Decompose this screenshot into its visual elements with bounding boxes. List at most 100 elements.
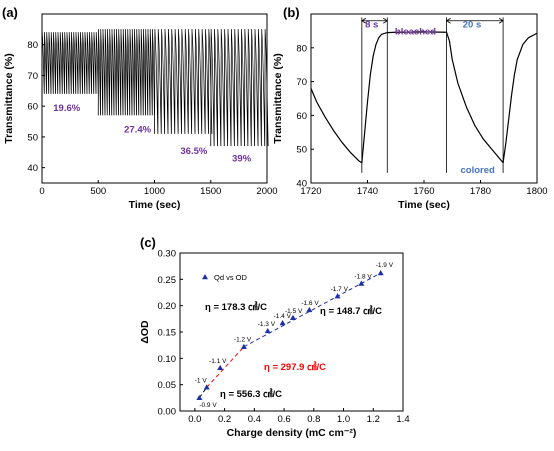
- panel-a-x-axis-label: Time (sec): [129, 199, 181, 211]
- panel-label-b: (b): [283, 5, 300, 20]
- y-tick-label: 0.25: [158, 275, 177, 286]
- efficiency-annotation: η = 297.9 ㎠/C: [264, 361, 326, 373]
- x-tick-label: 1.2: [367, 414, 380, 425]
- x-tick-label: 0.6: [277, 414, 290, 425]
- point-voltage-label: -1.8 V: [354, 274, 372, 281]
- annotation-color-time: 20 s: [463, 20, 482, 31]
- panel-a-y-axis-label: Transmittance (%): [3, 53, 15, 143]
- y-tick-label: 50: [27, 132, 38, 143]
- trace-segment-2: [97, 28, 155, 116]
- point-voltage-label: -1.4 V: [274, 313, 292, 320]
- panel-a: 0 500 1000 1500 2000 40 50 60 70 80 19.6% 27.4% 36.…: [3, 13, 278, 211]
- annotation-colored: colored: [461, 165, 496, 176]
- point-voltage-label: -1 V: [195, 377, 208, 384]
- point-voltage-label: -1.1 V: [209, 358, 227, 365]
- annotation-contrast: 19.6%: [53, 103, 80, 114]
- panel-label-c: (c): [140, 235, 156, 250]
- x-tick-label: 0.4: [248, 414, 261, 425]
- data-point: [358, 280, 365, 286]
- y-tick-label: 0.10: [158, 354, 177, 365]
- panel-label-a: (a): [2, 5, 18, 20]
- panel-b-trace: [310, 31, 538, 164]
- y-tick-label: 0.15: [158, 328, 177, 339]
- x-tick-label: 500: [90, 186, 106, 197]
- data-point: [334, 293, 341, 299]
- data-point: [196, 394, 203, 401]
- panel-b-annotations: 8 s bleached 20 s colored: [361, 17, 504, 176]
- data-point: [264, 327, 271, 334]
- panel-b-x-axis-label: Time (sec): [398, 199, 450, 211]
- panel-c: -0.9 V -1 V -1.1 V -1.2 V -1.3 V-1.4 V-1.5 V…: [139, 249, 410, 440]
- x-tick-label: 1780: [470, 186, 491, 197]
- x-tick-label: 0.2: [218, 414, 231, 425]
- panel-c-annotations: η = 178.3 ㎠/C η = 148.7 ㎠/C η = 297.9 ㎠/C η…: [205, 301, 382, 400]
- panel-a-axes: 0 500 1000 1500 2000 40 50 60 70 80: [27, 13, 278, 197]
- bracket-arrow-right: [383, 17, 389, 24]
- trace-segment-3: [154, 28, 213, 134]
- x-tick-label: 2000: [256, 186, 277, 197]
- panel-c-y-axis-label: ΔOD: [139, 320, 151, 344]
- efficiency-annotation: η = 556.3 ㎠/C: [220, 388, 282, 400]
- y-tick-label: 0.20: [158, 301, 177, 312]
- bracket-arrow-left: [445, 17, 451, 24]
- data-point: [203, 384, 210, 390]
- annotation-contrast: 27.4%: [124, 124, 151, 135]
- legend-label: Qd vs OD: [214, 273, 248, 282]
- x-tick-label: 1500: [200, 186, 221, 197]
- y-tick-label: 0.05: [158, 380, 177, 391]
- y-tick-label: 80: [296, 43, 307, 54]
- panel-c-axes: 0.0 0.2 0.4 0.6 0.8 1.0 1.2 1.4 0.00 0.05 0.10 0.15…: [158, 249, 410, 426]
- data-point: [240, 343, 247, 349]
- x-tick-label: 1720: [300, 186, 321, 197]
- y-tick-label: 50: [296, 145, 307, 156]
- data-point: [377, 270, 384, 276]
- point-voltage-label: -1.3 V: [258, 321, 276, 328]
- data-point: [289, 314, 296, 320]
- point-voltage-label: -1.5 V: [285, 308, 303, 315]
- panel-b: 1720 1740 1760 1780 1800 40 50 60 70 80 8 s bleach…: [272, 13, 548, 211]
- y-tick-label: 80: [27, 40, 38, 51]
- panel-a-annotations: 19.6% 27.4% 36.5% 39%: [53, 103, 251, 165]
- fit-line-3: [243, 272, 381, 348]
- efficiency-annotation: η = 178.3 ㎠/C: [205, 301, 267, 313]
- legend-marker: [202, 274, 208, 280]
- trace-segment-4: [210, 28, 269, 147]
- y-tick-label: 70: [27, 71, 38, 82]
- x-tick-label: 0.0: [188, 414, 201, 425]
- fit-line-2: [206, 346, 245, 388]
- annotation-bleached: bleached: [395, 26, 436, 37]
- x-tick-label: 0: [39, 186, 44, 197]
- x-tick-label: 1.0: [337, 414, 350, 425]
- annotation-contrast: 36.5%: [180, 146, 207, 157]
- bracket-arrow-left: [361, 17, 367, 24]
- data-point: [306, 306, 313, 313]
- x-tick-label: 1000: [144, 186, 165, 197]
- panel-c-x-axis-label: Charge density (mC cm⁻²): [227, 427, 357, 439]
- point-voltage-label: -1.2 V: [234, 337, 252, 344]
- trace-segment-1: [41, 32, 99, 94]
- x-tick-label: 1.4: [396, 414, 409, 425]
- panel-c-legend: Qd vs OD: [202, 273, 248, 282]
- panel-b-axes: 1720 1740 1760 1780 1800 40 50 60 70 80: [296, 13, 548, 197]
- panel-a-trace: [41, 28, 269, 147]
- point-voltage-label: -0.9 V: [199, 402, 217, 409]
- transmittance-trace: [310, 31, 538, 164]
- x-tick-label: 1740: [357, 186, 378, 197]
- panel-c-points: -0.9 V -1 V -1.1 V -1.2 V -1.3 V-1.4 V-1.5 V…: [195, 262, 394, 409]
- y-tick-label: 60: [296, 111, 307, 122]
- annotation-bleach-time: 8 s: [365, 20, 378, 31]
- x-tick-label: 1760: [413, 186, 434, 197]
- panel-b-y-axis-label: Transmittance (%): [272, 53, 284, 143]
- y-tick-label: 70: [296, 77, 307, 88]
- point-voltage-label: -1.7 V: [331, 286, 349, 293]
- point-voltage-label: -1.9 V: [376, 262, 394, 269]
- data-point: [217, 364, 224, 371]
- point-voltage-label: -1.6 V: [301, 300, 319, 307]
- annotation-contrast: 39%: [232, 153, 252, 164]
- panel-c-fit-lines: [198, 272, 381, 399]
- x-tick-label: 1800: [526, 186, 547, 197]
- y-tick-label: 0.30: [158, 249, 177, 260]
- bracket-arrow-right: [498, 17, 504, 24]
- y-tick-label: 40: [296, 179, 307, 190]
